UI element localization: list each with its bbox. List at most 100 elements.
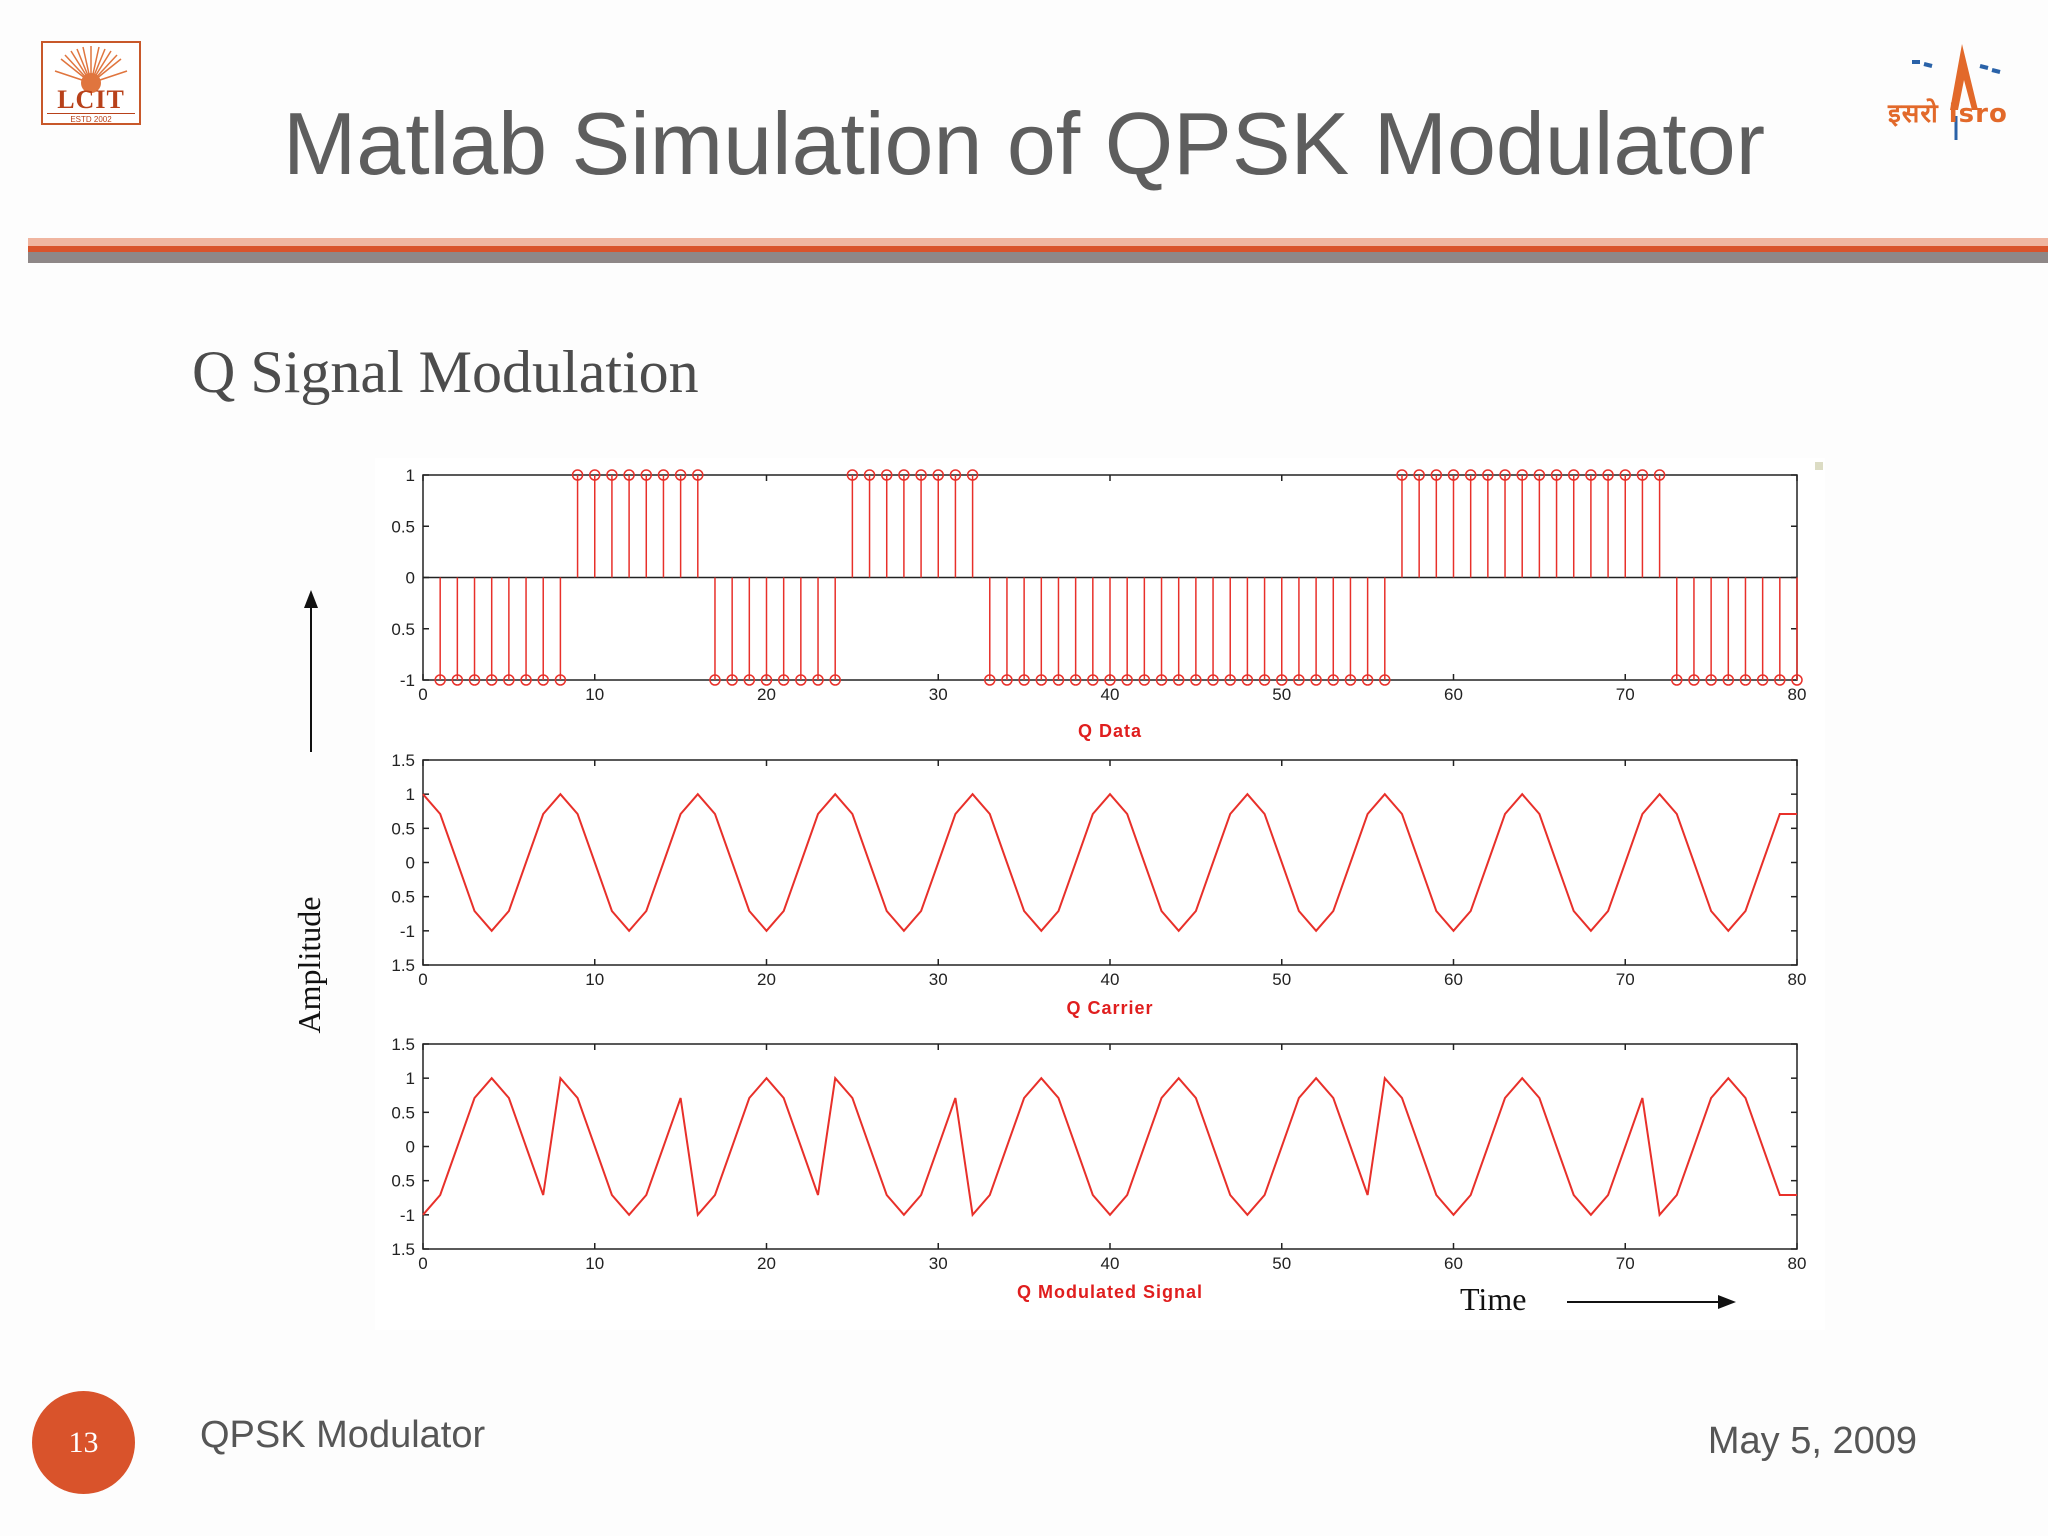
stem-marker (743, 674, 756, 686)
stem-marker (709, 674, 721, 686)
stem-marker (915, 469, 927, 481)
y-tick-label: 1.5 (391, 751, 415, 770)
stem-marker (1190, 674, 1202, 686)
stem-marker (1396, 469, 1408, 481)
x-tick-label: 30 (929, 1254, 948, 1273)
lcit-logo: LCIT ESTD 2002 (41, 41, 141, 125)
figure-corner-marker (1815, 462, 1823, 470)
stem-marker (1207, 674, 1219, 686)
stem-marker (537, 674, 549, 686)
q-carrier-chart: 0 10 20 30 40 50 60 70 80 1.5 1 0.5 0 0.5 -1 1.5 Q Carri… (391, 751, 1806, 1018)
stem-marker (485, 674, 498, 686)
footer-text: QPSK Modulator (200, 1414, 486, 1456)
x-tick-label: 70 (1616, 970, 1635, 989)
y-tick-label: 1.5 (391, 1240, 415, 1259)
stem-marker (863, 469, 876, 481)
stem-marker (1276, 674, 1288, 686)
x-tick-label: 0 (418, 970, 427, 989)
stem-marker (966, 469, 979, 481)
y-tick-label: 1 (406, 466, 415, 485)
chart-title: Q Carrier (1066, 998, 1153, 1018)
y-tick-label: -1 (400, 1206, 415, 1225)
stem-marker (1756, 674, 1769, 686)
y-tick-label: 0.5 (391, 1103, 415, 1122)
stem-marker (1001, 674, 1013, 686)
stem-marker (1138, 674, 1151, 686)
lcit-logo-estd: ESTD 2002 (47, 113, 135, 124)
footer-date: May 5, 2009 (1707, 1420, 1917, 1462)
title-divider-gray (28, 252, 2048, 263)
y-tick-label: 0.5 (391, 888, 415, 907)
x-tick-label: 50 (1272, 1254, 1291, 1273)
stem-marker (1774, 674, 1786, 686)
q-data-chart: 0 10 20 30 40 50 60 70 80 1 0.5 0 0.5 -1 Q Data (391, 466, 1806, 741)
x-tick-label: 60 (1444, 1254, 1463, 1273)
time-label: Time (1460, 1281, 1526, 1317)
slide-title: Matlab Simulation of QPSK Modulator (282, 94, 1766, 193)
stem-marker (1499, 469, 1511, 481)
stem-marker (468, 674, 481, 686)
stem-marker (1791, 674, 1803, 686)
series-line (422, 792, 1797, 933)
x-tick-label: 40 (1101, 1254, 1120, 1273)
stem-marker (1018, 674, 1030, 686)
stem-marker (1035, 674, 1048, 686)
y-tick-label: 0.5 (391, 517, 415, 536)
stem-marker (1533, 469, 1546, 481)
stem-marker (1224, 674, 1236, 686)
stem-marker (1705, 674, 1717, 686)
y-tick-label: 0.5 (391, 819, 415, 838)
stem-marker (1155, 674, 1168, 686)
stem-marker (1585, 469, 1597, 481)
slide-subtitle: Q Signal Modulation (192, 339, 699, 405)
y-tick-label: 0 (406, 569, 415, 588)
stem-marker (760, 674, 773, 686)
sunburst-icon (54, 46, 128, 93)
stem-marker (1653, 469, 1666, 481)
stem-marker (1482, 469, 1494, 481)
stem-marker (1447, 469, 1460, 481)
title-divider-light (28, 238, 2048, 246)
stem-marker (1293, 674, 1305, 686)
stem-marker (1671, 674, 1683, 686)
y-tick-label: -1 (400, 922, 415, 941)
x-tick-label: 40 (1101, 970, 1120, 989)
amplitude-arrow-icon (304, 590, 318, 608)
stem-marker (932, 469, 944, 481)
stem-marker (606, 469, 618, 481)
stem-marker (1069, 674, 1082, 686)
stem-marker (657, 469, 670, 481)
q-modulated-signal-chart: 0 10 20 30 40 50 60 70 80 1.5 1 0.5 0 0.5 -1 1.5 Q Modul… (391, 1035, 1806, 1302)
stem-marker (571, 469, 584, 481)
stem-marker (520, 674, 532, 686)
y-tick-label: 0 (406, 854, 415, 873)
stem-marker (1310, 674, 1322, 686)
rocket-icon (1912, 44, 2001, 140)
stem-marker (898, 469, 910, 481)
stem-marker (623, 469, 635, 481)
x-tick-label: 70 (1616, 1254, 1635, 1273)
y-tick-label: 0.5 (391, 620, 415, 639)
stem-marker (846, 469, 859, 481)
stem-marker (1636, 469, 1649, 481)
stem-marker (1550, 469, 1563, 481)
x-tick-label: 80 (1788, 685, 1807, 704)
stem-marker (1258, 674, 1271, 686)
x-tick-label: 0 (418, 685, 427, 704)
y-tick-label: 0.5 (391, 1172, 415, 1191)
isro-logo: इसरो isro (1880, 40, 2030, 150)
x-tick-label: 10 (585, 970, 604, 989)
y-tick-label: -1 (400, 671, 415, 690)
stem-marker (503, 674, 515, 686)
y-tick-label: 1.5 (391, 1035, 415, 1054)
x-tick-label: 10 (585, 1254, 604, 1273)
stem-marker (777, 674, 790, 686)
stem-marker (434, 674, 446, 686)
x-tick-label: 60 (1444, 970, 1463, 989)
x-tick-label: 70 (1616, 685, 1635, 704)
stem-marker (1104, 674, 1116, 686)
stem-marker (1241, 674, 1254, 686)
stem-marker (880, 469, 893, 481)
x-tick-label: 50 (1272, 970, 1291, 989)
